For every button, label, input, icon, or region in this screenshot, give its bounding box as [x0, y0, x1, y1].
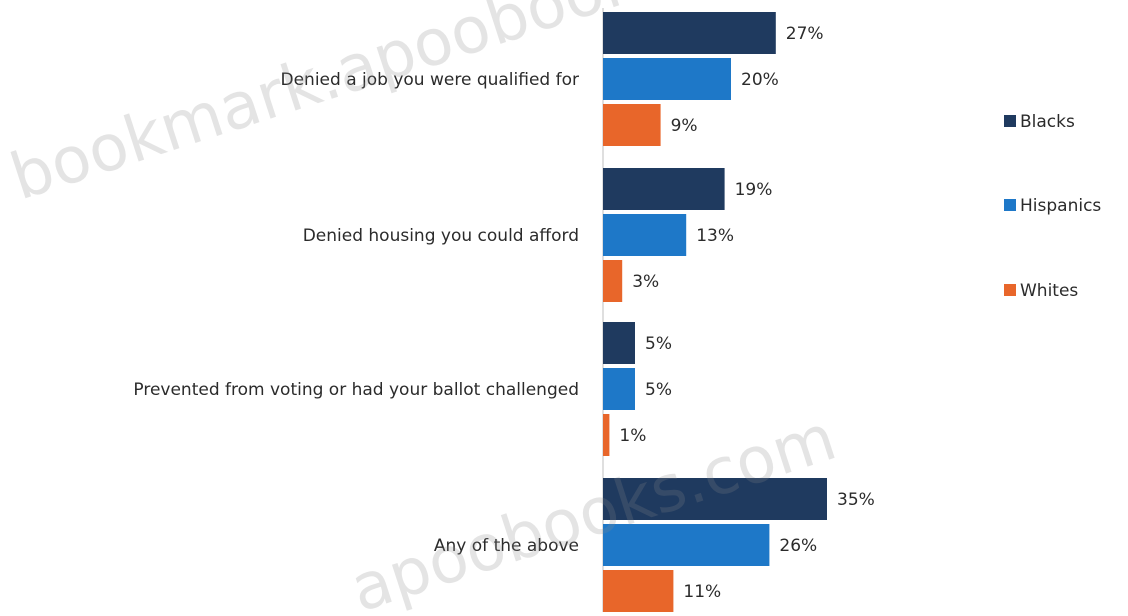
- legend-label: Hispanics: [1020, 196, 1101, 216]
- bar-blacks: [603, 478, 827, 520]
- category-label: Prevented from voting or had your ballot…: [133, 380, 579, 400]
- data-label: 1%: [619, 426, 646, 446]
- bar-hispanics: [603, 368, 635, 410]
- bar-whites: [603, 570, 674, 612]
- data-label: 5%: [645, 334, 672, 354]
- data-label: 3%: [632, 272, 659, 292]
- legend-swatch: [1004, 199, 1016, 211]
- data-label: 11%: [683, 582, 721, 602]
- legend-swatch: [1004, 284, 1016, 296]
- bar-whites: [603, 414, 610, 456]
- bar-hispanics: [603, 214, 687, 256]
- bar-blacks: [603, 12, 776, 54]
- bars-layer: Denied a job you were qualified for 27% 20…: [133, 12, 875, 612]
- data-label: 20%: [741, 70, 779, 90]
- bar-whites: [603, 260, 623, 302]
- category-label: Denied housing you could afford: [303, 226, 579, 246]
- data-label: 35%: [837, 490, 875, 510]
- data-label: 9%: [671, 116, 698, 136]
- legend-label: Whites: [1020, 281, 1078, 301]
- category-label: Any of the above: [434, 536, 579, 556]
- legend: Blacks Hispanics Whites: [1004, 112, 1101, 301]
- data-label: 27%: [786, 24, 824, 44]
- bar-hispanics: [603, 524, 770, 566]
- bar-hispanics: [603, 58, 731, 100]
- data-label: 26%: [779, 536, 817, 556]
- data-label: 5%: [645, 380, 672, 400]
- category-label: Denied a job you were qualified for: [281, 70, 580, 90]
- legend-swatch: [1004, 115, 1016, 127]
- bar-blacks: [603, 168, 725, 210]
- data-label: 19%: [735, 180, 773, 200]
- bar-whites: [603, 104, 661, 146]
- data-label: 13%: [696, 226, 734, 246]
- legend-label: Blacks: [1020, 112, 1075, 132]
- bar-blacks: [603, 322, 635, 364]
